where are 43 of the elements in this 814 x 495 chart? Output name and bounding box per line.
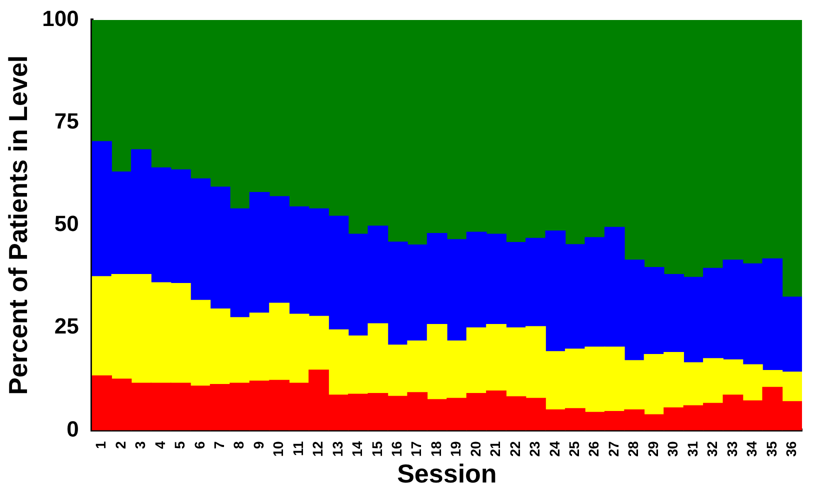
x-tick-label: 22 (506, 441, 523, 457)
x-tick-label: 32 (704, 441, 720, 457)
y-tick-label: 0 (66, 416, 79, 442)
x-tick-label: 11 (290, 441, 306, 456)
y-tick-label: 25 (54, 314, 79, 339)
x-tick-label: 28 (625, 441, 642, 457)
x-tick-label: 34 (744, 441, 760, 457)
x-tick-label: 23 (526, 441, 543, 457)
x-tick-label: 14 (349, 441, 366, 457)
x-axis-title: Session (397, 458, 497, 489)
y-tick-label: 75 (54, 108, 79, 134)
x-tick-label: 26 (586, 441, 602, 457)
x-tick-label: 33 (724, 441, 740, 457)
x-tick-label: 4 (152, 441, 168, 450)
x-tick-label: 7 (210, 441, 227, 450)
x-tick-label: 21 (487, 441, 504, 457)
x-tick-label: 24 (546, 441, 562, 457)
x-tick-label: 35 (763, 441, 780, 457)
x-tick-label: 5 (172, 441, 188, 450)
x-tick-label: 19 (448, 441, 464, 457)
x-tick-label: 12 (310, 441, 326, 457)
y-axis-title: Percent of Patients in Level (2, 55, 33, 395)
y-tick-label: 50 (54, 211, 79, 236)
x-tick-label: 6 (191, 441, 208, 450)
y-tick-label: 100 (42, 6, 79, 32)
x-tick-label: 25 (566, 441, 582, 457)
x-tick-label: 13 (329, 441, 346, 457)
x-tick-label: 16 (388, 441, 404, 457)
x-tick-label: 1 (92, 441, 109, 450)
x-tick-label: 36 (782, 441, 799, 457)
x-tick-label: 9 (250, 441, 266, 450)
x-tick-label: 8 (230, 441, 247, 450)
x-tick-label: 17 (408, 441, 424, 457)
x-tick-label: 15 (368, 441, 385, 457)
x-tick-label: 30 (664, 441, 681, 457)
x-tick-label: 2 (112, 441, 128, 450)
x-tick-label: 20 (467, 441, 484, 457)
x-tick-label: 18 (428, 441, 444, 457)
x-tick-label: 3 (132, 441, 148, 450)
x-tick-label: 27 (605, 441, 622, 457)
x-tick-label: 31 (684, 441, 700, 457)
x-tick-label: 29 (644, 441, 661, 457)
x-tick-label: 10 (270, 441, 286, 457)
